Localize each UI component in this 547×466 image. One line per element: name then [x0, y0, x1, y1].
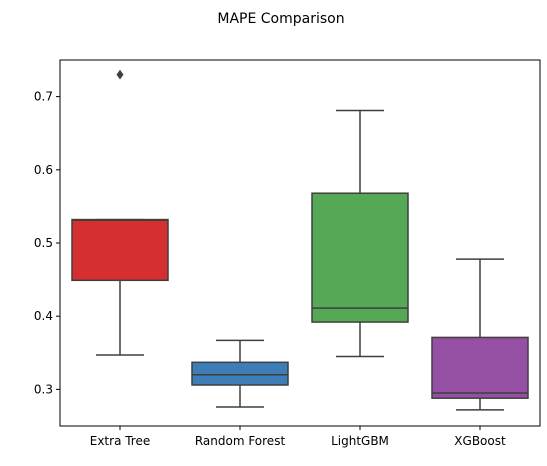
x-tick-label: XGBoost — [454, 434, 506, 448]
y-tick-label: 0.6 — [34, 163, 53, 177]
y-tick-label: 0.4 — [34, 309, 53, 323]
y-tick-label: 0.7 — [34, 90, 53, 104]
y-tick-label: 0.5 — [34, 236, 53, 250]
box-iqr — [71, 218, 169, 282]
box-lightgbm — [311, 109, 409, 358]
box-random-forest — [191, 339, 289, 408]
box-xgboost — [431, 258, 529, 411]
x-tick-label: Random Forest — [195, 434, 286, 448]
box-iqr — [431, 336, 529, 399]
chart-title: MAPE Comparison — [217, 11, 344, 27]
boxes-group — [71, 69, 529, 411]
y-axis: 0.3 0.4 0.5 0.6 0.7 — [34, 90, 60, 396]
plot-frame — [59, 59, 541, 427]
x-tick-label: Extra Tree — [90, 434, 151, 448]
outlier-point — [116, 69, 124, 80]
box-iqr — [311, 192, 409, 323]
box-extra-tree — [71, 69, 169, 356]
y-tick-label: 0.3 — [34, 382, 53, 396]
x-axis: Extra Tree Random Forest LightGBM XGBoost — [90, 426, 506, 448]
box-iqr — [191, 361, 289, 386]
x-tick-label: LightGBM — [331, 434, 389, 448]
